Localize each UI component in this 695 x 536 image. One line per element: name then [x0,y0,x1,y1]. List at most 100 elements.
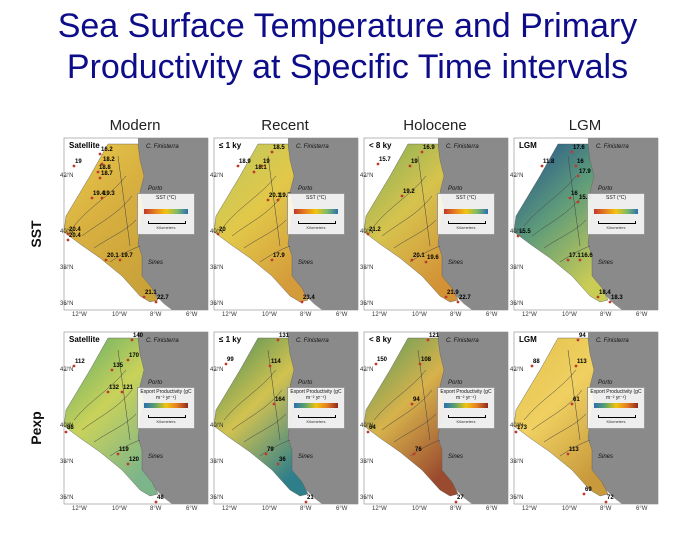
latitude-label: 36°N [210,301,224,307]
latitude-label: 40°N [360,423,374,429]
place-cape: C. Finisterra [146,144,179,150]
contour-line [393,219,437,249]
longitude-label: 10°W [562,312,577,318]
site-value-label: 21.2 [369,227,381,233]
core-site-marker [154,300,158,304]
core-site-marker [90,196,94,200]
legend-title: SST (°C) [606,195,626,201]
core-site-marker [106,390,110,394]
pexp-map-recent: 131 99 114 164 79 36 21 ≤ 1 ky 42°N 40°N 38°N 36°N 1… [210,330,360,517]
latitude-label: 42°N [60,367,74,373]
longitude-label: 6°W [336,312,348,318]
longitude-label: 10°W [262,506,277,512]
core-site-marker [98,176,102,180]
column-head-holocene: Holocene [403,117,467,134]
scale-bar [448,415,486,418]
scale-label: Kilometers [456,419,476,424]
map-legend: Export Productivity (gC m⁻² yr⁻¹) Kilomet… [137,387,195,429]
site-value-label: 18.9 [239,159,251,165]
map-legend: SST (°C) Kilometers [137,193,195,235]
contour-line [417,349,431,441]
core-site-marker [454,500,458,504]
core-site-marker [568,196,572,200]
latitude-label: 38°N [360,459,374,465]
sst-map-lgm: 17.6 11.8 16 17.9 16 15.2 15.5 17.1 16.6 18.4 18.3… [510,136,660,323]
latitude-label: 38°N [510,265,524,271]
interpolated-field [213,143,309,303]
core-site-marker [104,258,108,262]
place-sines: Sines [298,260,314,266]
site-value-label: 18.7 [101,171,113,177]
core-site-marker [304,500,308,504]
period-tag: < 8 ky [369,335,392,344]
contour-line [81,389,133,431]
scale-label: Kilometers [306,419,326,424]
site-value-label: 18.5 [273,145,285,151]
longitude-label: 8°W [600,312,612,318]
site-value-label: 16 [577,159,584,165]
core-site-marker [426,338,430,342]
latitude-label: 42°N [60,173,74,179]
scale-label: Kilometers [606,419,626,424]
site-value-label: 17.9 [579,169,591,175]
core-site-marker [366,232,370,236]
map-legend: Export Productivity (gC m⁻² yr⁻¹) Kilomet… [287,387,345,429]
scale-bar [148,221,186,224]
place-sines: Sines [448,454,464,460]
site-value-label: 16.2 [101,147,113,153]
core-site-marker [530,364,534,368]
contour-line [109,439,141,457]
site-value-label: 11.8 [543,159,555,165]
scale-bar [448,221,486,224]
site-value-label: 21.1 [145,290,157,296]
core-site-marker [268,364,272,368]
scale-bar [598,415,636,418]
site-value-label: 20 [219,227,226,233]
core-site-marker [64,430,68,434]
latitude-label: 42°N [510,367,524,373]
site-value-label: 23.4 [303,295,315,301]
legend-title: SST (°C) [456,195,476,201]
contour-line [231,389,283,431]
core-site-marker [66,232,70,236]
latitude-label: 36°N [360,301,374,307]
contour-line [259,439,291,457]
site-value-label: 21.9 [447,290,459,296]
longitude-label: 6°W [186,312,198,318]
site-value-label: 22.7 [157,295,169,301]
site-value-label: 15.5 [519,229,531,235]
column-head-lgm: LGM [568,117,602,134]
core-site-marker [574,164,578,168]
core-site-marker [540,164,544,168]
site-value-label: 19.6 [427,255,439,261]
contour-line [543,413,587,443]
core-site-marker [270,258,274,262]
contour-line [117,349,131,441]
site-value-label: 27 [457,495,464,501]
core-site-marker [410,402,414,406]
core-site-marker [72,164,76,168]
core-site-marker [570,402,574,406]
site-value-label: 18.2 [103,157,115,163]
site-value-label: 19.3 [103,191,115,197]
core-site-marker [270,150,274,154]
site-value-label: 18.4 [599,290,611,296]
scale-bar [298,415,336,418]
site-value-label: 112 [75,359,85,365]
site-value-label: 76 [415,447,422,453]
site-value-label: 135 [113,363,124,369]
site-value-label: 61 [573,397,580,403]
site-value-label: 140 [133,333,144,339]
core-site-marker [224,362,228,366]
core-site-marker [410,258,414,262]
site-value-label: 64 [369,425,376,431]
core-site-marker [418,362,422,366]
site-value-label: 173 [517,425,528,431]
site-value-label: 94 [579,333,586,339]
site-value-label: 18.8 [99,165,111,171]
core-site-marker [120,390,124,394]
site-value-label: 19.2 [403,189,415,195]
place-sines: Sines [148,260,164,266]
legend-title: SST (°C) [306,195,326,201]
longitude-label: 8°W [150,312,162,318]
